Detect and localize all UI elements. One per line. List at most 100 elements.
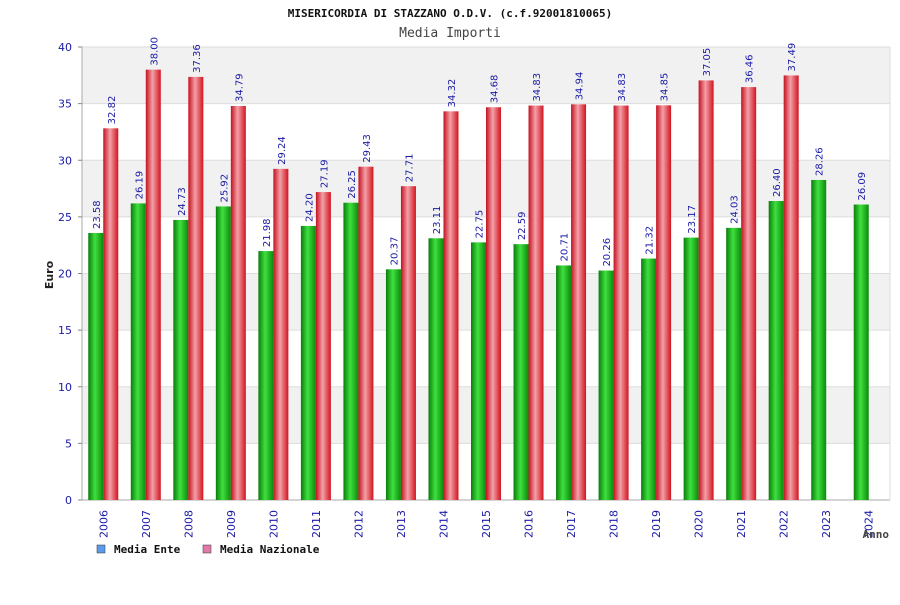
x-tick-label: 2013 xyxy=(395,510,408,538)
y-tick-label: 5 xyxy=(65,437,72,450)
bars: 23.58 32.82 26.19 38.00 24.73 37.36 25.92 34.79… xyxy=(88,37,869,501)
data-label: 27.71 xyxy=(404,154,415,183)
data-label: 23.17 xyxy=(687,205,698,234)
bar-media-nazionale xyxy=(230,106,246,501)
bar-media-ente xyxy=(300,225,316,500)
data-label: 23.58 xyxy=(92,200,103,229)
data-label: 27.19 xyxy=(319,159,330,188)
bar-media-ente xyxy=(88,232,104,501)
x-axis-label: Anno xyxy=(863,528,890,541)
data-label: 29.43 xyxy=(362,134,373,163)
bar-media-ente xyxy=(598,270,614,500)
y-tick-label: 35 xyxy=(58,98,72,111)
data-label: 34.83 xyxy=(617,73,628,102)
y-tick-label: 0 xyxy=(65,494,72,507)
bar-media-nazionale xyxy=(656,105,672,500)
data-label: 37.05 xyxy=(702,48,713,77)
data-label: 24.73 xyxy=(177,187,188,216)
data-label: 24.20 xyxy=(304,193,315,222)
x-tick-label: 2010 xyxy=(267,510,280,538)
bar-media-nazionale xyxy=(613,105,629,501)
data-label: 29.24 xyxy=(277,136,288,165)
data-label: 23.11 xyxy=(432,206,443,235)
bar-media-nazionale xyxy=(443,111,459,501)
x-tick-label: 2022 xyxy=(778,510,791,538)
bar-media-nazionale xyxy=(698,80,714,500)
x-tick-label: 2023 xyxy=(820,510,833,538)
bar-media-nazionale xyxy=(188,76,204,500)
data-label: 20.37 xyxy=(389,237,400,266)
bar-media-ente xyxy=(768,201,784,500)
y-axis-ticks: 0 5 10 15 20 25 30 35 40 xyxy=(58,41,82,507)
x-tick-label: 2020 xyxy=(693,510,706,538)
data-label: 22.59 xyxy=(517,212,528,241)
bar-media-ente xyxy=(726,227,742,501)
data-label: 24.03 xyxy=(730,195,741,224)
bar-media-nazionale xyxy=(741,87,757,500)
data-label: 32.82 xyxy=(107,96,118,125)
bar-media-ente xyxy=(556,265,572,500)
data-label: 26.40 xyxy=(772,168,783,197)
bar-media-ente xyxy=(853,204,869,500)
bar-media-ente xyxy=(811,179,827,500)
bar-media-ente xyxy=(471,242,486,500)
bar-media-nazionale xyxy=(486,107,501,501)
data-label: 34.85 xyxy=(660,73,671,102)
data-label: 34.32 xyxy=(447,79,458,108)
x-tick-label: 2008 xyxy=(182,510,195,538)
chart-title: MISERICORDIA DI STAZZANO O.D.V. (c.f.920… xyxy=(288,7,613,20)
bar-media-ente xyxy=(385,269,401,500)
chart-subtitle: Media Importi xyxy=(399,26,501,41)
bar-media-ente xyxy=(173,219,189,501)
bar-media-nazionale xyxy=(358,166,374,500)
x-tick-label: 2011 xyxy=(310,510,323,538)
data-label: 34.68 xyxy=(490,75,501,104)
data-label: 26.19 xyxy=(134,171,145,200)
bar-media-ente xyxy=(130,203,146,500)
bar-media-ente xyxy=(343,202,359,500)
x-tick-label: 2006 xyxy=(97,510,110,538)
data-label: 20.71 xyxy=(560,233,571,262)
x-tick-label: 2014 xyxy=(437,510,450,538)
bar-media-nazionale xyxy=(145,69,161,501)
legend-swatch-media-nazionale xyxy=(202,544,212,554)
data-label: 37.49 xyxy=(787,43,798,72)
data-label: 28.26 xyxy=(815,147,826,176)
bar-media-ente xyxy=(641,258,657,500)
data-label: 34.94 xyxy=(575,72,586,101)
x-tick-label: 2007 xyxy=(140,510,153,538)
x-tick-label: 2015 xyxy=(480,510,493,538)
x-tick-label: 2021 xyxy=(735,510,748,538)
y-tick-label: 10 xyxy=(58,381,72,394)
bar-media-nazionale xyxy=(400,186,416,500)
bar-media-nazionale xyxy=(571,104,587,500)
data-label: 22.75 xyxy=(475,210,486,239)
bar-media-ente xyxy=(513,244,529,500)
data-label: 25.92 xyxy=(219,174,230,203)
x-tick-label: 2019 xyxy=(650,510,663,538)
data-label: 38.00 xyxy=(149,37,160,66)
bar-media-nazionale xyxy=(528,105,544,501)
x-tick-label: 2009 xyxy=(225,510,238,538)
legend-label-media-nazionale: Media Nazionale xyxy=(220,543,320,556)
bar-media-ente xyxy=(215,206,231,500)
x-tick-label: 2012 xyxy=(352,510,365,538)
data-label: 21.98 xyxy=(262,218,273,247)
data-label: 36.46 xyxy=(745,54,756,83)
bar-media-ente xyxy=(428,238,444,501)
x-tick-label: 2017 xyxy=(565,510,578,538)
x-tick-label: 2016 xyxy=(523,510,536,538)
y-tick-label: 40 xyxy=(58,41,72,54)
legend-swatch-media-ente xyxy=(96,544,106,554)
y-tick-label: 20 xyxy=(58,268,72,281)
bar-media-nazionale xyxy=(273,168,289,500)
legend: Media Ente Media Nazionale xyxy=(96,543,320,556)
bar-media-nazionale xyxy=(103,128,119,500)
data-label: 20.26 xyxy=(602,238,613,267)
data-label: 37.36 xyxy=(192,44,203,73)
bar-media-ente xyxy=(258,251,274,500)
x-axis-ticks: 2006 2007 2008 2009 2010 2011 2012 2013 2014 2015… xyxy=(97,510,875,538)
legend-label-media-ente: Media Ente xyxy=(114,543,181,556)
bar-media-ente xyxy=(683,237,699,501)
